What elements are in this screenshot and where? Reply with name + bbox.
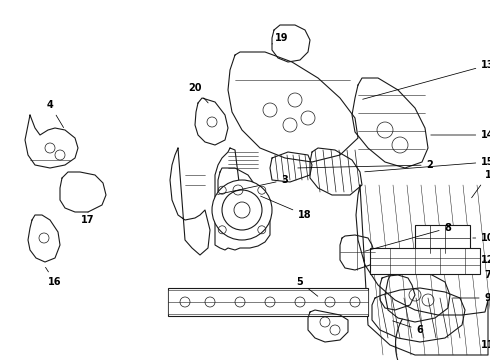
Polygon shape bbox=[215, 148, 270, 250]
Polygon shape bbox=[272, 25, 310, 62]
Polygon shape bbox=[28, 215, 60, 262]
Text: 17: 17 bbox=[81, 212, 95, 225]
Bar bbox=[168, 288, 368, 316]
Polygon shape bbox=[340, 235, 375, 270]
Text: 15: 15 bbox=[365, 157, 490, 172]
Text: 13: 13 bbox=[363, 60, 490, 99]
Polygon shape bbox=[270, 152, 312, 182]
Polygon shape bbox=[218, 168, 258, 210]
Polygon shape bbox=[352, 78, 428, 168]
Text: 6: 6 bbox=[392, 321, 423, 335]
Text: 7: 7 bbox=[485, 270, 490, 290]
Text: 3: 3 bbox=[218, 175, 289, 194]
Polygon shape bbox=[25, 115, 78, 168]
Polygon shape bbox=[170, 148, 210, 255]
Text: 2: 2 bbox=[298, 160, 433, 170]
Circle shape bbox=[212, 180, 272, 240]
Text: 18: 18 bbox=[261, 196, 312, 220]
Text: 10: 10 bbox=[473, 233, 490, 243]
Polygon shape bbox=[356, 185, 488, 355]
Text: 16: 16 bbox=[46, 267, 62, 287]
Polygon shape bbox=[385, 268, 450, 322]
Text: 20: 20 bbox=[188, 83, 208, 103]
Bar bbox=[415, 225, 470, 253]
Text: 5: 5 bbox=[296, 277, 318, 296]
Text: 9: 9 bbox=[453, 293, 490, 303]
Polygon shape bbox=[310, 148, 362, 195]
Polygon shape bbox=[380, 275, 415, 310]
Text: 11: 11 bbox=[481, 325, 490, 350]
Text: 19: 19 bbox=[272, 33, 289, 44]
Polygon shape bbox=[228, 52, 358, 162]
Text: 8: 8 bbox=[365, 223, 451, 251]
Polygon shape bbox=[60, 172, 106, 212]
Text: 1: 1 bbox=[471, 170, 490, 198]
Bar bbox=[168, 290, 368, 314]
Text: 14: 14 bbox=[431, 130, 490, 140]
Polygon shape bbox=[372, 288, 465, 342]
Text: 12: 12 bbox=[481, 255, 490, 265]
Bar bbox=[370, 248, 480, 274]
Polygon shape bbox=[308, 310, 348, 342]
Polygon shape bbox=[195, 98, 228, 145]
Text: 4: 4 bbox=[47, 100, 64, 128]
